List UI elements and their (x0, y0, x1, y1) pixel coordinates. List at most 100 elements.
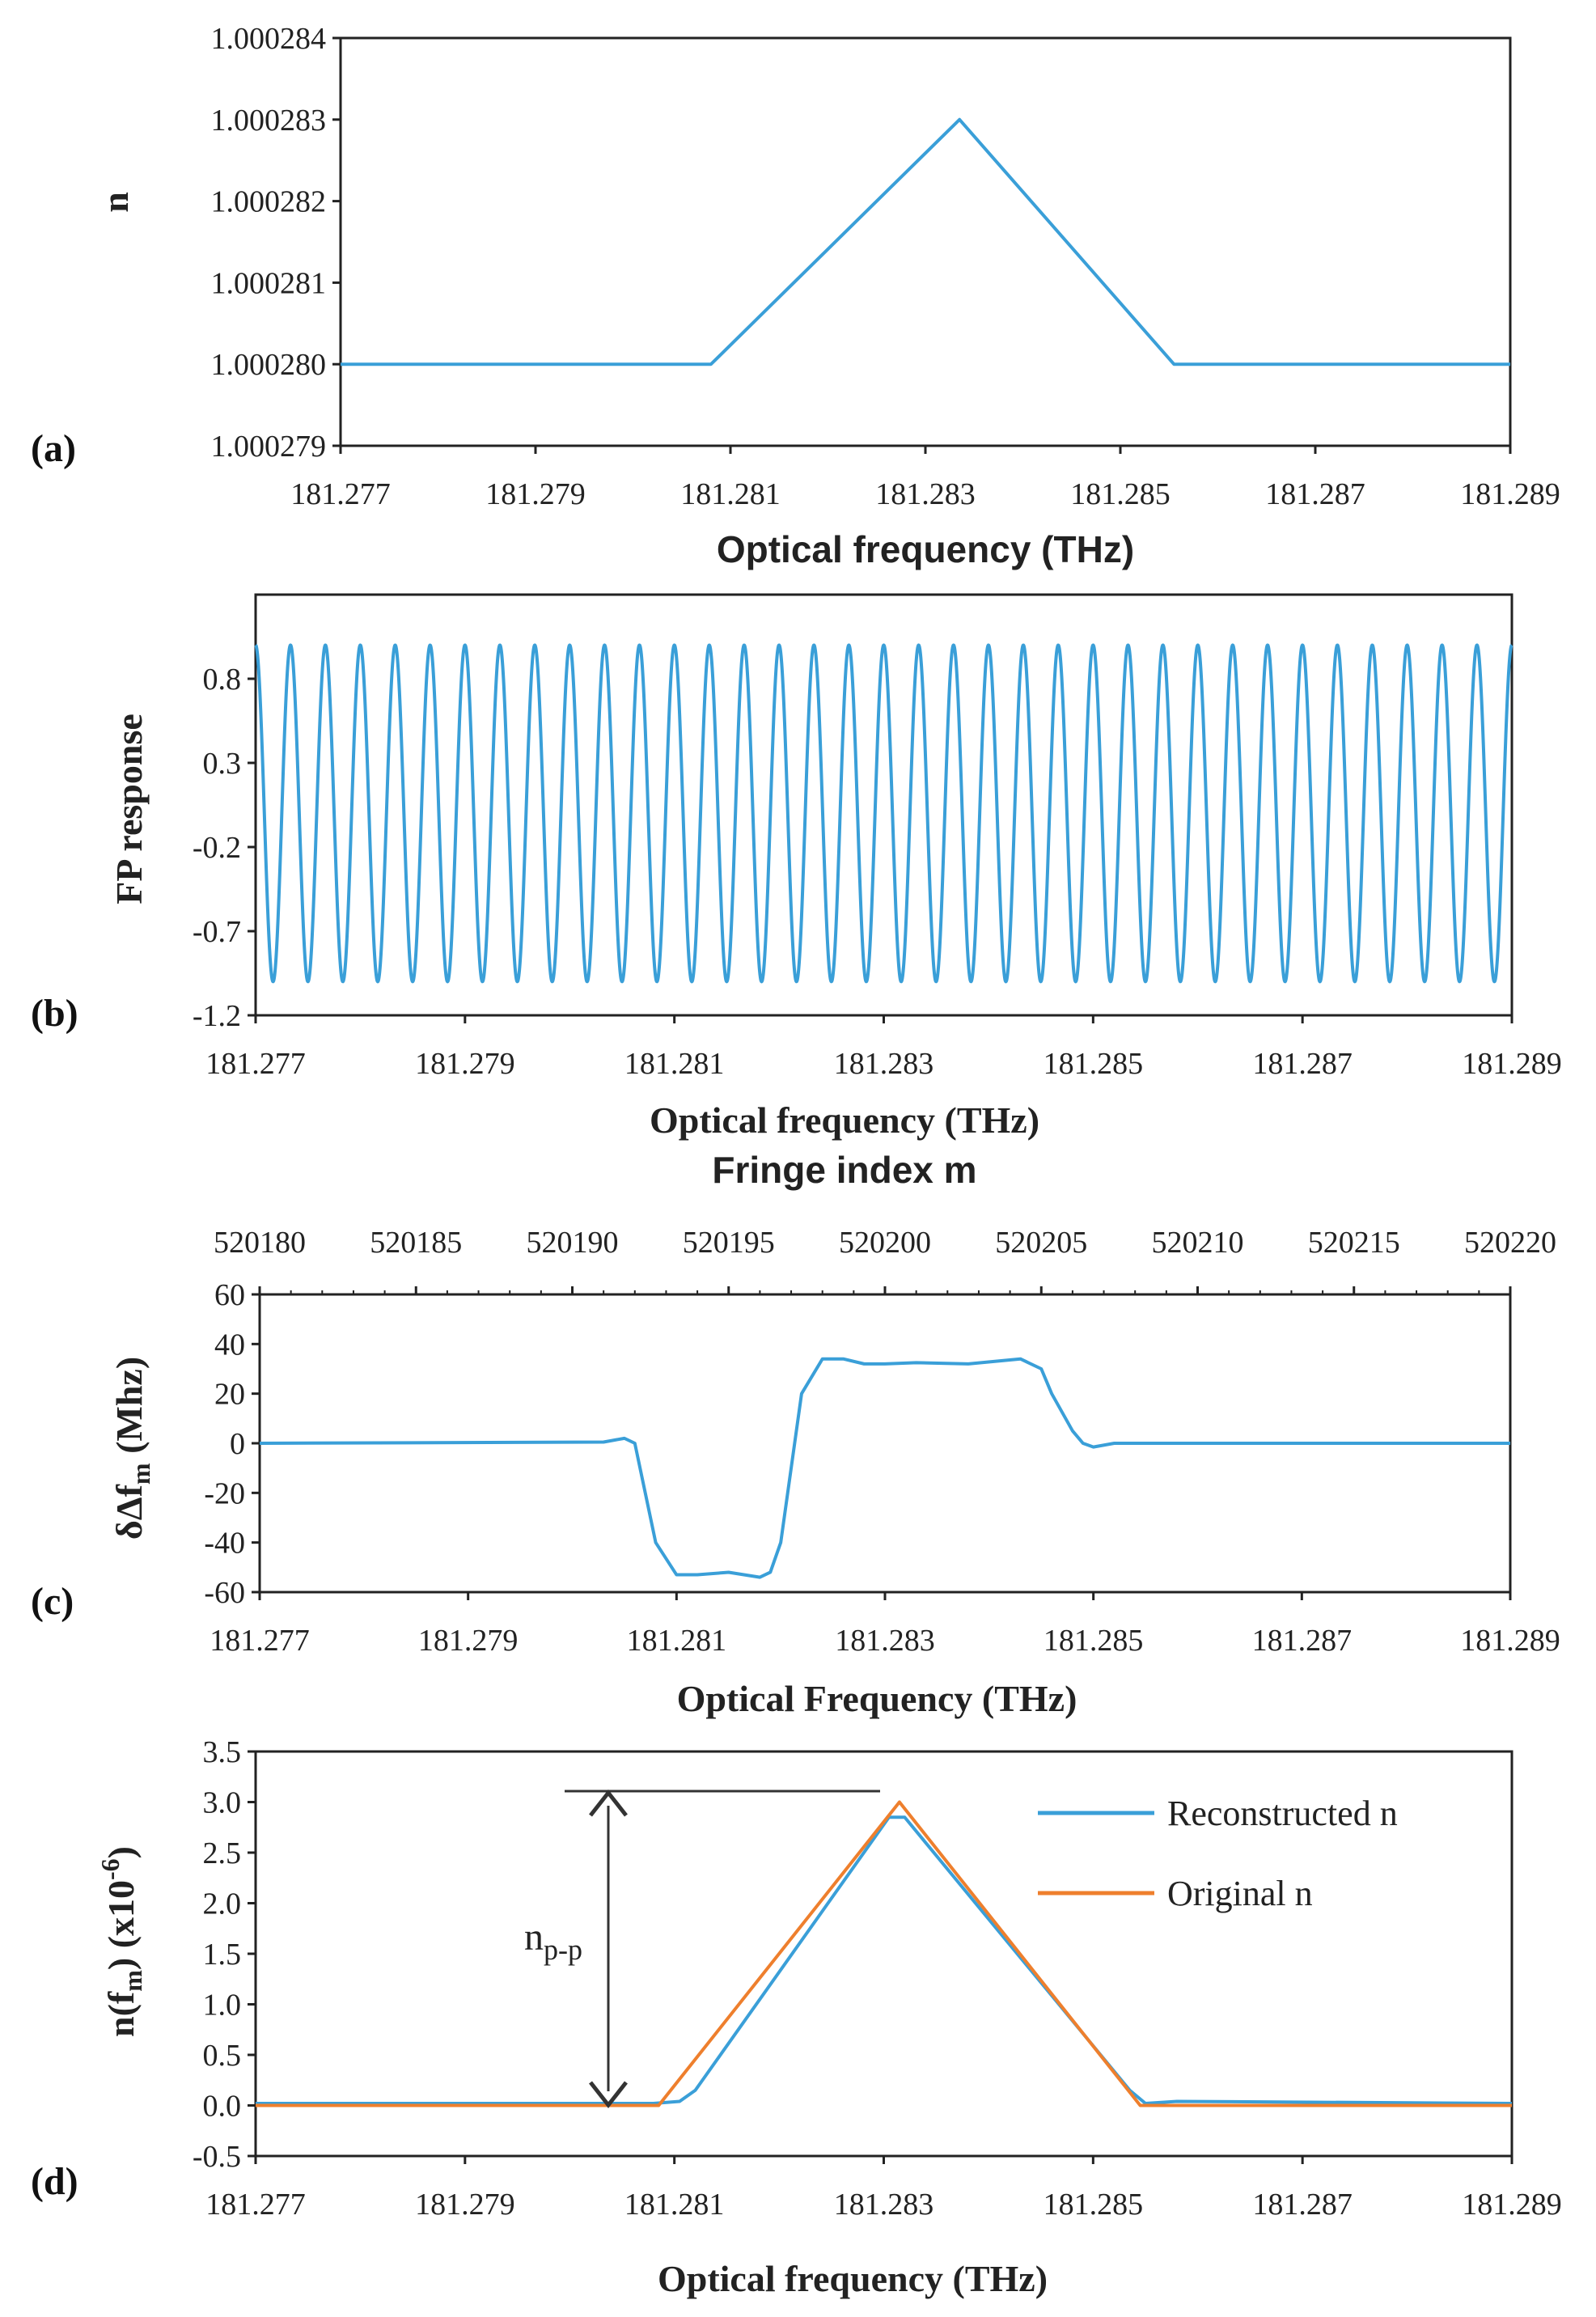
panel-a-plot-frame (339, 36, 1512, 447)
x-tick-label: 181.285 (1044, 2188, 1144, 2222)
panel-d-x-ticks: 181.277 181.279 181.281 181.283 181.285 181.2… (205, 2156, 1562, 2222)
x-tick-label: 181.285 (1044, 1047, 1144, 1081)
panel-b-label: (b) (31, 992, 78, 1035)
y-tick-label: -60 (204, 1576, 245, 1610)
x-tick-label: 181.287 (1252, 1624, 1353, 1658)
panel-c-xlabel: Optical Frequency (THz) (677, 1678, 1077, 1719)
series-line (259, 1357, 1510, 1579)
y-tick-label: 0.8 (203, 663, 242, 697)
series-reconstructed-n (256, 1815, 1513, 2105)
y-tick-label: 0.3 (203, 747, 242, 781)
x-tick-label: 181.283 (875, 477, 976, 511)
panel-b-x-ticks: 181.277 181.279 181.281 181.283 181.285 181.2… (205, 1015, 1562, 1081)
panel-a: 1.000279 1.000280 1.000281 1.000282 1.000283… (31, 22, 1560, 570)
x-tick-label: 181.289 (1460, 1624, 1560, 1658)
y-tick-label: 1.000281 (211, 266, 327, 300)
top-x-tick-label: 520180 (214, 1226, 306, 1260)
x-tick-label: 181.281 (627, 1624, 727, 1658)
y-tick-label: 20 (214, 1378, 245, 1412)
x-tick-label: 181.287 (1252, 1047, 1353, 1081)
x-tick-label: 181.281 (624, 1047, 725, 1081)
series-original-n (256, 1800, 1512, 2107)
x-tick-label: 181.285 (1070, 477, 1171, 511)
y-tick-label: 1.000279 (211, 430, 327, 464)
y-tick-label: 1.0 (203, 1989, 242, 2023)
x-tick-label: 181.277 (290, 477, 391, 511)
npp-annotation (565, 1789, 880, 2109)
y-tick-label: 1.000284 (211, 22, 327, 56)
x-tick-label: 181.279 (418, 1624, 519, 1658)
y-tick-label: 60 (214, 1278, 245, 1312)
panel-d-label: (d) (31, 2160, 78, 2203)
panel-c-series (259, 1357, 1510, 1579)
panel-b-xlabel: Optical frequency (THz) (650, 1099, 1039, 1141)
legend: Reconstructed n Original n (1038, 1794, 1398, 1913)
y-tick-label: 1.000283 (211, 104, 327, 138)
y-tick-label: -40 (204, 1527, 245, 1561)
panel-a-label: (a) (31, 427, 76, 470)
x-tick-label: 181.287 (1252, 2188, 1353, 2222)
y-tick-label: -20 (204, 1476, 245, 1510)
panel-b-series (254, 643, 1513, 984)
panel-b: -1.2 -0.7 -0.2 0.3 0.8 181.277 181.279 181.281… (31, 593, 1562, 1141)
top-x-tick-label: 520210 (1152, 1226, 1244, 1260)
panel-c-y-ticks: -60 -40 -20 0 20 40 60 (204, 1278, 260, 1610)
panel-a-x-ticks: 181.277 181.279 181.281 181.283 181.285 181.2… (290, 446, 1560, 511)
y-tick-label: 2.0 (203, 1887, 242, 1921)
x-tick-label: 181.281 (680, 477, 781, 511)
y-tick-label: 3.5 (203, 1735, 242, 1769)
top-x-tick-label: 520205 (995, 1226, 1087, 1260)
panel-b-y-ticks: -1.2 -0.7 -0.2 0.3 0.8 (193, 663, 256, 1033)
top-x-tick-label: 520215 (1308, 1226, 1400, 1260)
x-tick-label: 181.279 (415, 2188, 515, 2222)
y-tick-label: 0.0 (203, 2090, 242, 2124)
top-x-tick-label: 520190 (527, 1226, 619, 1260)
legend-label-reconstructed: Reconstructed n (1167, 1794, 1398, 1833)
panel-c-top-x-ticks: 520180 520185 520190 520195 520200 520205 5202… (214, 1226, 1556, 1294)
panel-d-y-ticks: -0.5 0.0 0.5 1.0 1.5 2.0 2.5 3.0 3.5 (193, 1735, 256, 2174)
x-tick-label: 181.289 (1462, 2188, 1562, 2222)
x-tick-label: 181.287 (1265, 477, 1365, 511)
x-tick-label: 181.277 (205, 1047, 306, 1081)
y-tick-label: 3.0 (203, 1786, 242, 1820)
x-tick-label: 181.283 (834, 2188, 934, 2222)
panel-d: -0.50.00.51.01.52.02.53.03.5 181.277 181.… (31, 1735, 1562, 2299)
panel-c-ylabel: δΔfm (Mhz) (108, 1357, 155, 1540)
panel-a-xlabel: Optical frequency (THz) (717, 528, 1134, 570)
x-tick-label: 181.281 (624, 2188, 725, 2222)
series-line (254, 643, 1513, 984)
y-tick-label: 0 (230, 1427, 245, 1461)
panel-a-series (341, 117, 1510, 366)
series-line (341, 117, 1510, 366)
y-tick-label: -0.2 (193, 831, 241, 865)
npp-arrowhead-down (589, 2081, 628, 2109)
y-tick-label: -0.5 (193, 2140, 241, 2174)
legend-label-original: Original n (1167, 1874, 1313, 1913)
x-tick-label: 181.289 (1460, 477, 1560, 511)
x-tick-label: 181.277 (205, 2188, 306, 2222)
y-tick-label: 1.5 (203, 1938, 242, 1972)
panel-d-xlabel: Optical frequency (THz) (658, 2258, 1048, 2299)
panel-c-top-axis-title: Fringe index m (712, 1149, 976, 1191)
x-tick-label: 181.283 (834, 1047, 934, 1081)
y-tick-label: 1.000280 (211, 348, 327, 382)
panel-c: Fringe index m 520180 520185 520190 520195 5… (31, 1149, 1560, 1719)
y-tick-label: -1.2 (193, 999, 241, 1033)
y-tick-label: 2.5 (203, 1836, 242, 1870)
x-tick-label: 181.279 (415, 1047, 515, 1081)
x-tick-label: 181.283 (835, 1624, 935, 1658)
y-tick-label: 1.000282 (211, 185, 327, 219)
panel-d-ylabel: n(fm) (x10-6) (95, 1846, 147, 2037)
panel-c-x-ticks: 181.277 181.279 181.281 181.283 181.285 181.2… (210, 1592, 1560, 1658)
y-tick-label: 0.5 (203, 2039, 242, 2073)
top-x-tick-label: 520200 (839, 1226, 931, 1260)
top-x-tick-label: 520195 (683, 1226, 775, 1260)
panel-a-y-ticks: 1.000279 1.000280 1.000281 1.000282 1.000283… (211, 22, 341, 464)
npp-annotation-label: np-p (524, 1916, 582, 1966)
top-x-tick-label: 520220 (1464, 1226, 1556, 1260)
x-tick-label: 181.279 (485, 477, 586, 511)
panel-d-series (256, 1800, 1513, 2107)
panel-c-label: (c) (31, 1580, 74, 1623)
panel-a-ylabel: n (95, 192, 136, 213)
